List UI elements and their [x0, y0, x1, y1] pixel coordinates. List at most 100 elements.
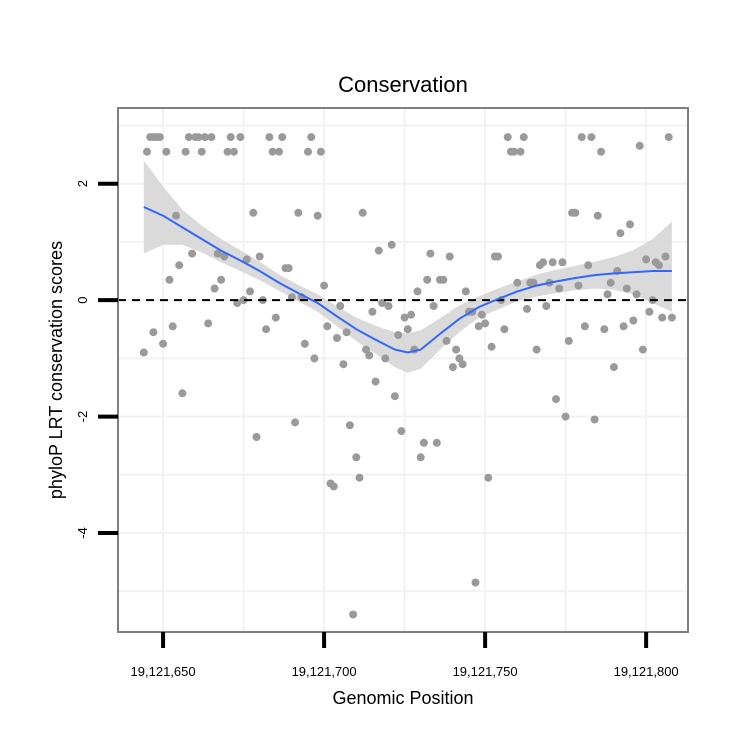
data-point — [200, 133, 209, 142]
data-point — [284, 264, 293, 273]
data-point — [220, 252, 229, 261]
data-point — [268, 147, 277, 156]
data-point — [510, 147, 519, 156]
data-point — [407, 310, 416, 319]
data-point — [523, 304, 531, 313]
data-point — [429, 302, 438, 310]
x-axis-label: Genomic Position — [332, 688, 473, 708]
data-point — [178, 389, 187, 398]
data-point — [571, 208, 580, 217]
data-point — [339, 360, 348, 369]
y-tick-label: 2 — [75, 180, 90, 187]
chart-title: Conservation — [338, 72, 468, 97]
data-point — [307, 133, 316, 142]
data-point — [597, 147, 606, 156]
data-point — [365, 351, 374, 360]
data-point — [316, 147, 325, 156]
data-point — [500, 325, 509, 334]
data-point — [358, 208, 367, 217]
data-point — [519, 133, 528, 142]
data-point — [400, 313, 409, 322]
data-point — [552, 395, 560, 404]
data-point — [539, 258, 548, 267]
x-tick-label: 19,121,650 — [131, 664, 196, 679]
data-point — [590, 415, 599, 424]
x-axis: 19,121,650 19,121,700 19,121,750 19,121,800 — [131, 632, 679, 679]
data-point — [474, 322, 483, 331]
data-point — [561, 412, 570, 421]
data-point — [252, 433, 261, 441]
data-point — [368, 307, 377, 316]
data-point — [667, 313, 676, 322]
data-point — [329, 482, 338, 491]
data-point — [229, 147, 238, 156]
data-point — [210, 284, 219, 293]
y-tick-label: -2 — [75, 411, 90, 423]
data-point — [304, 147, 312, 156]
data-point — [139, 348, 148, 357]
data-point — [387, 240, 396, 249]
data-point — [445, 252, 454, 261]
points-layer — [139, 133, 676, 619]
data-point — [603, 290, 612, 299]
confidence-ribbon-layer — [143, 160, 672, 373]
data-point — [352, 453, 361, 462]
data-point — [580, 322, 589, 331]
y-tick-label: -4 — [75, 527, 90, 539]
data-point — [432, 438, 441, 447]
data-point — [239, 296, 248, 305]
data-point — [300, 339, 309, 348]
data-point — [622, 284, 631, 293]
data-point — [606, 278, 615, 287]
data-point — [403, 325, 412, 334]
data-point — [448, 363, 457, 372]
data-point — [143, 147, 151, 156]
data-point — [593, 211, 602, 220]
data-point — [609, 363, 618, 372]
data-point — [310, 354, 319, 363]
data-point — [197, 147, 206, 156]
data-point — [204, 319, 213, 328]
data-point — [626, 220, 634, 229]
data-point — [574, 281, 583, 290]
data-point — [168, 322, 177, 331]
data-point — [323, 322, 332, 331]
data-point — [381, 354, 390, 363]
data-point — [188, 249, 197, 258]
data-point — [271, 313, 280, 322]
data-point — [542, 302, 551, 310]
data-point — [397, 427, 406, 436]
data-point — [461, 287, 470, 296]
smooth-line-layer — [143, 206, 672, 354]
data-point — [184, 133, 193, 142]
data-point — [513, 278, 522, 287]
data-point — [458, 360, 467, 369]
data-point — [658, 313, 667, 322]
data-point — [262, 325, 271, 334]
data-point — [616, 229, 625, 238]
data-point — [494, 252, 502, 261]
data-point — [371, 377, 380, 386]
data-point — [159, 339, 168, 348]
data-point — [313, 211, 322, 220]
data-point — [265, 133, 274, 142]
data-point — [345, 421, 354, 430]
smooth-line — [143, 206, 672, 354]
data-point — [439, 275, 448, 284]
data-point — [255, 252, 264, 261]
data-point — [619, 322, 628, 331]
data-point — [390, 392, 399, 401]
data-point — [638, 345, 647, 354]
data-point — [442, 336, 451, 345]
data-point — [355, 473, 364, 482]
plot-frame — [117, 107, 689, 633]
data-point — [555, 284, 564, 293]
data-point — [172, 211, 180, 220]
data-point — [487, 342, 496, 351]
data-point — [394, 331, 403, 340]
data-point — [416, 453, 425, 462]
data-point — [413, 287, 422, 296]
data-point — [584, 261, 593, 270]
